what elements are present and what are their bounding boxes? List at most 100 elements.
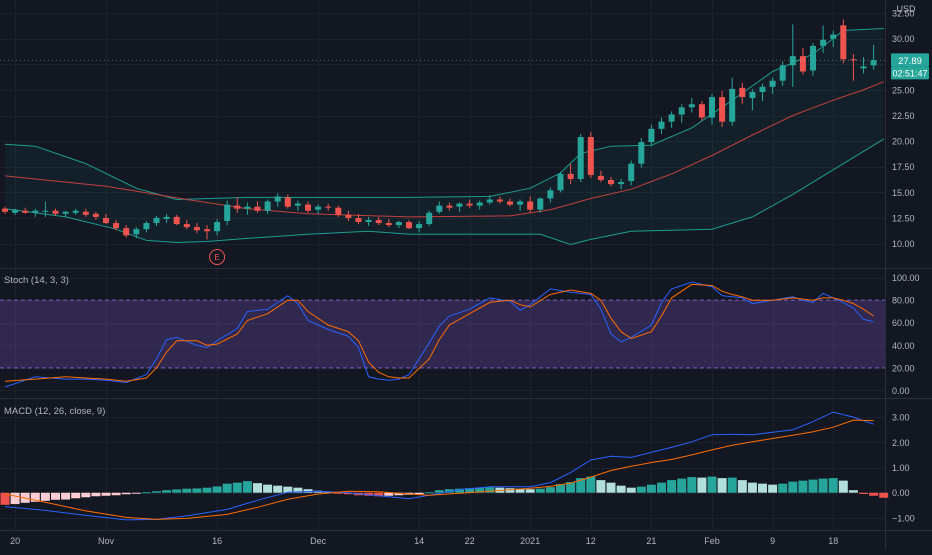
macd-histogram-bar [313,490,323,493]
candle-body [729,88,736,122]
time-axis[interactable]: 20 Nov 16 Dec 14 22 2021 12 21 Feb 9 18 [10,536,838,546]
macd-histogram-bar [253,483,262,493]
macd-axis[interactable]: 3.00 2.00 1.00 0.00 −1.00 [892,413,915,524]
macd-histogram[interactable] [0,476,889,505]
candle-body [234,205,241,209]
candle-body [638,142,645,164]
candle-body [62,211,69,214]
earnings-marker[interactable]: E [209,249,226,265]
macd-signal-line [4,419,874,520]
axis-tick-label: 0.00 [892,386,910,396]
macd-histogram-bar [556,484,565,493]
candle-body [173,216,180,225]
candle-body [456,203,463,207]
candle-body [214,222,221,232]
time-tick-label: Dec [310,536,327,546]
candle-body [486,199,493,203]
candle-body [2,208,8,212]
macd-title[interactable]: MACD (12, 26, close, 9) [4,406,105,417]
candle-body [739,87,746,98]
earnings-marker-circle[interactable] [209,249,226,265]
candle-body [698,104,705,118]
macd-histogram-bar [535,488,545,493]
axis-tick-label: 2.00 [892,438,910,448]
macd-histogram-bar [879,492,889,498]
macd-histogram-bar [152,491,161,493]
macd-histogram-bar [838,480,848,493]
candle-body [517,201,524,205]
candle-body [688,104,695,108]
macd-histogram-bar [384,492,394,496]
macd-histogram-bar [788,481,798,493]
candle-body [103,217,109,224]
macd-histogram-bar [505,488,515,493]
stochastic-series[interactable] [4,281,874,388]
candle-body [850,59,857,61]
candle-body [557,173,564,191]
axis-tick-label: 3.00 [892,413,910,423]
axis-tick-label: 20.00 [892,137,915,147]
time-tick-label: Feb [704,536,720,546]
macd-histogram-bar [606,482,616,493]
axis-tick-label: 40.00 [892,341,915,351]
candle-body [648,128,655,143]
candle-body [22,210,29,213]
macd-histogram-bar [687,477,697,493]
stoch-axis[interactable]: 100.00 80.00 60.00 40.00 20.00 0.00 [892,273,920,396]
candle-body [406,222,412,229]
time-tick-label: 22 [465,536,475,546]
stoch-k-line [4,281,874,388]
candle-body [567,173,574,180]
axis-tick-label: 20.00 [892,363,915,373]
macd-histogram-bar [677,478,687,493]
macd-histogram-bar [848,490,858,493]
macd-histogram-bar [293,487,303,493]
candle-body [52,210,59,214]
candle-body [204,229,210,232]
macd-histogram-bar [172,489,182,493]
macd-histogram-bar [10,492,20,505]
macd-histogram-bar [475,487,485,493]
macd-histogram-bar [768,484,778,493]
macd-lines[interactable] [4,411,874,521]
macd-histogram-bar [576,478,586,493]
candle-body [345,214,352,218]
macd-histogram-bar [30,492,40,502]
earnings-marker-label: E [214,253,219,262]
last-price-tag: 27.89 02:51:47 [891,53,929,80]
candle-body [799,56,806,72]
macd-histogram-bar [596,480,606,493]
candle-body [163,216,170,219]
candle-body [42,210,49,212]
candle-body [82,211,89,215]
candle-body [426,212,433,225]
macd-histogram-bar [263,484,273,493]
macd-histogram-bar [121,492,131,495]
stoch-title[interactable]: Stoch (14, 3, 3) [4,275,69,286]
candle-body [264,201,271,211]
candle-body [143,223,150,230]
macd-histogram-bar [465,488,475,493]
axis-tick-label: 25.00 [892,85,915,95]
macd-histogram-bar [141,492,151,494]
stoch-band-fill [0,300,885,368]
macd-histogram-bar [525,489,535,493]
macd-histogram-bar [81,492,91,498]
candle-body [749,91,756,99]
candle-body [325,206,332,208]
macd-histogram-bar [394,492,404,496]
candle-body [92,213,99,217]
bollinger-band-fill [5,28,884,245]
time-tick-label: 18 [828,536,838,546]
candle-body [507,201,513,205]
macd-histogram-bar [333,492,343,494]
macd-histogram-bar [727,477,737,493]
candlestick-series[interactable] [2,19,877,240]
candle-body [113,223,120,229]
candle-body [668,114,675,122]
candle-body [840,25,847,60]
axis-tick-label: −1.00 [892,513,915,523]
